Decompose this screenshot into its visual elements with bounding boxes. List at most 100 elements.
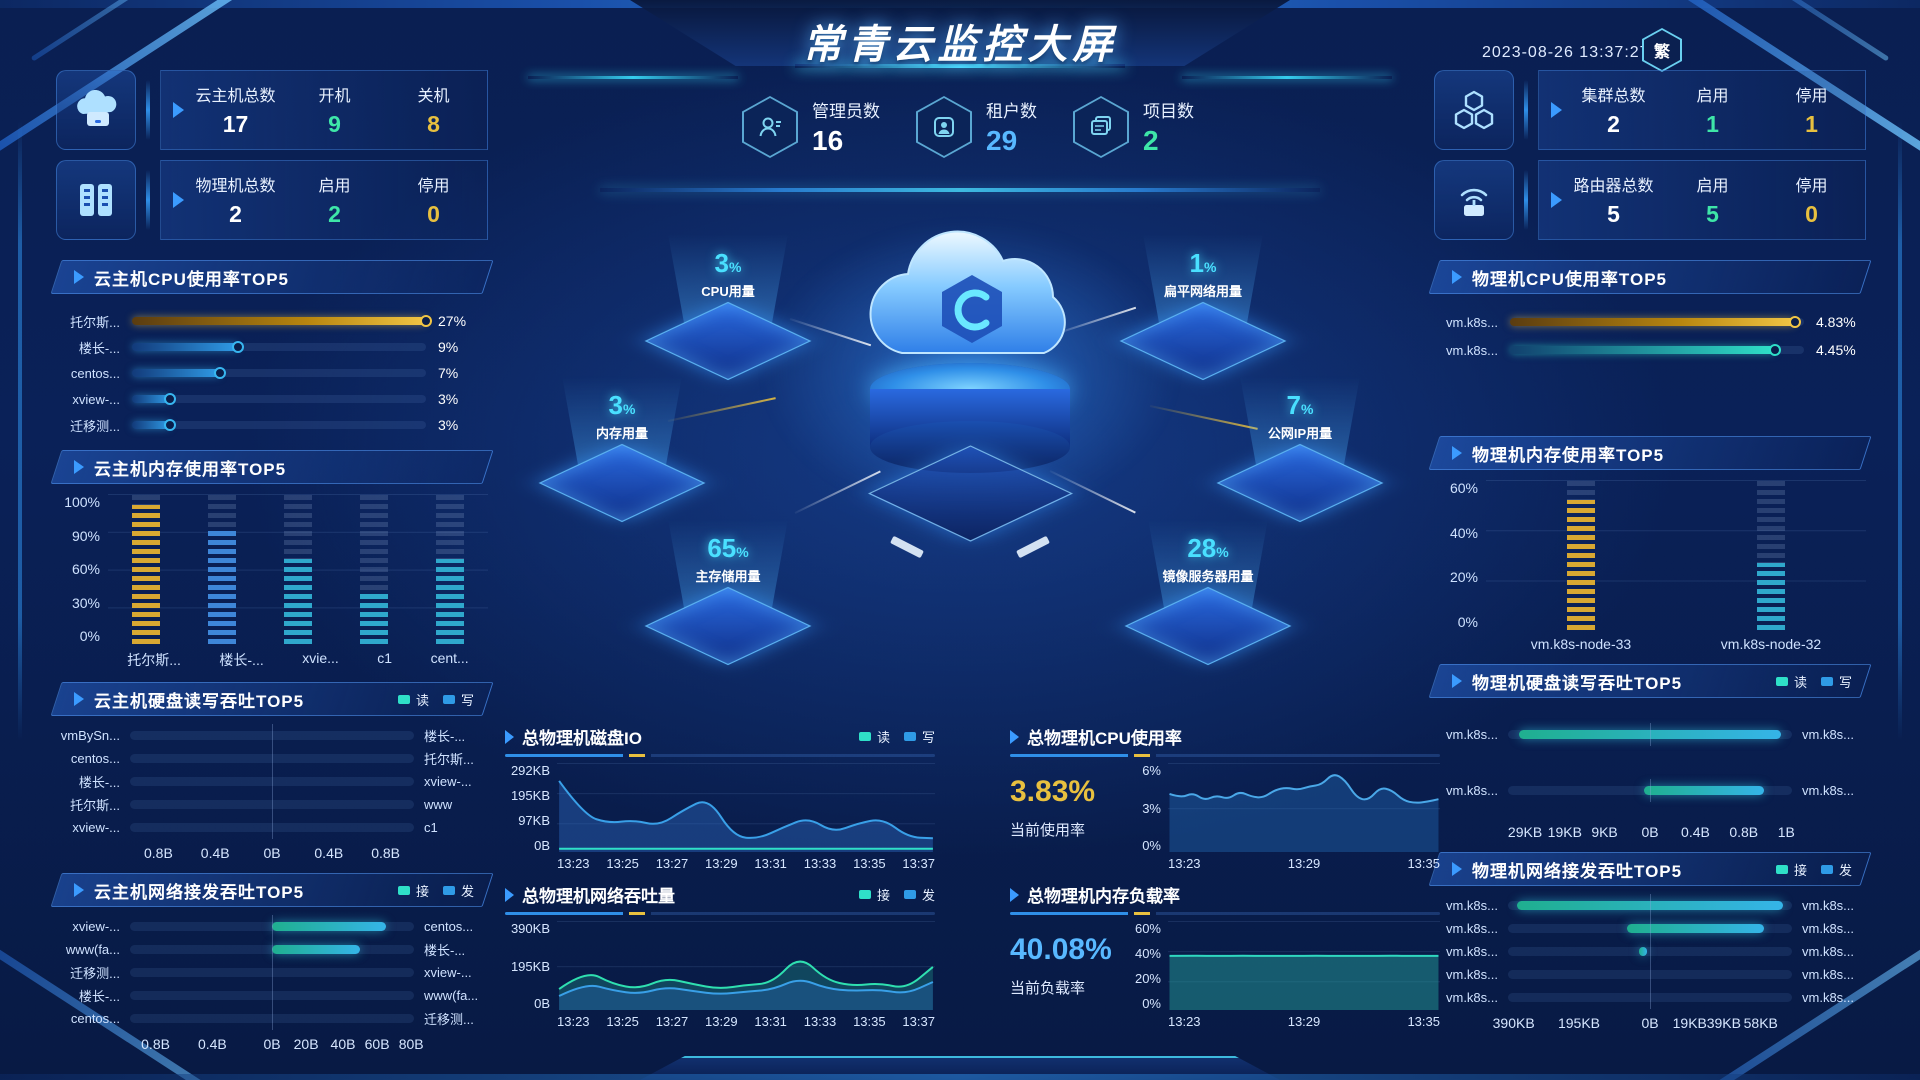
legend-write: 写: [442, 690, 474, 709]
bar-value: 3%: [438, 417, 459, 433]
bar: [360, 494, 388, 644]
card-divider: [146, 170, 150, 230]
x-tick: xvie...: [302, 650, 339, 666]
language-toggle-button[interactable]: 繁: [1642, 28, 1682, 72]
language-toggle-label: 繁: [1644, 30, 1680, 70]
network-line-chart: [557, 921, 935, 1011]
legend-send: 发: [1820, 860, 1852, 879]
bar-fill: [132, 504, 160, 644]
x-tick: 13:37: [902, 856, 935, 871]
bar-value: 7%: [438, 365, 459, 381]
x-tick: 13:23: [557, 856, 590, 871]
bar-track: [132, 317, 426, 325]
panel-header: 物理机硬盘读写吞吐TOP5 读 写: [1434, 664, 1866, 698]
center-stats-underline: [600, 188, 1320, 192]
x-tick: 0.8B: [1729, 824, 1759, 840]
left-label: 托尔斯...: [70, 798, 120, 813]
plot-area: [1486, 480, 1866, 630]
cloud-cpu-rows: 托尔斯... 27% 楼长-... 9% centos... 7% xview-...…: [56, 294, 488, 438]
chevron-right-icon: [74, 692, 84, 706]
panel-title: 总物理机内存负载率: [1027, 887, 1180, 906]
legend-read-label: 读: [1793, 674, 1807, 690]
panel-header: 物理机网络接发吞吐TOP5 接 发: [1434, 852, 1866, 886]
legend-read-label: 读: [415, 692, 429, 708]
bar-fill: [1757, 562, 1785, 630]
bar-row: vm.k8s... vm.k8s...: [1434, 894, 1866, 917]
legend-send-swatch: [1820, 864, 1833, 874]
legend-send: 发: [903, 885, 935, 904]
right-label: vm.k8s...: [1802, 944, 1855, 959]
stat-value: 16: [812, 125, 844, 156]
x-tick: 0.8B: [371, 845, 400, 861]
panel-total-cpu: 总物理机CPU使用率 3.83% 当前使用率 6% 3% 0% 13:23 13:…: [1010, 724, 1440, 872]
bar-fill: [272, 922, 386, 931]
right-label: vm.k8s...: [1802, 967, 1855, 982]
header-underline: [505, 912, 935, 915]
bars: [108, 494, 488, 644]
x-tick: 0.4B: [200, 845, 230, 861]
resource-value: 3%: [608, 390, 636, 420]
panel-cloud-net-top5: 云主机网络接发吞吐TOP5 接 发 xview-... centos... www…: [56, 873, 488, 1053]
memory-load-chart: [1168, 921, 1439, 1011]
x-tick: cent...: [430, 650, 469, 666]
bar-track: [1510, 318, 1804, 326]
bar-row: vmBySn... 楼长-...: [56, 724, 488, 747]
bar-track: [130, 915, 414, 938]
bar-row: xview-... 3%: [56, 386, 488, 412]
title-backdrop: [630, 0, 1290, 66]
x-tick: 0.8B: [143, 845, 173, 861]
x-tick: 13:23: [1168, 856, 1201, 871]
router-icon: [1434, 160, 1514, 240]
chart-body: 3.83% 当前使用率 6% 3% 0%: [1010, 763, 1440, 853]
x-tick: 13:27: [655, 1014, 689, 1029]
left-label: 迁移测...: [70, 966, 120, 981]
panel-phys-mem-top5: 物理机内存使用率TOP5 60% 40% 20% 0% vm.k8s-node-…: [1434, 436, 1866, 652]
phys-cpu-rows: vm.k8s... 4.83% vm.k8s... 4.45%: [1434, 294, 1866, 424]
y-tick: 0B: [534, 838, 550, 853]
cloud-hosts-card-body: 云主机总数 17 开机 9 关机 8: [160, 70, 488, 150]
bar-fill: [1567, 499, 1595, 630]
bar-value: 4.45%: [1816, 342, 1856, 358]
bar-value: 27%: [438, 313, 467, 329]
bar-row: xview-... c1: [56, 816, 488, 839]
x-tick: 1B: [1777, 824, 1795, 840]
panel-phys-disk-top5: 物理机硬盘读写吞吐TOP5 读 写 vm.k8s... vm.k8s... vm.…: [1434, 664, 1866, 841]
project-count: 项目数 2: [1073, 96, 1194, 158]
legend-write-swatch: [442, 694, 455, 704]
bars: [1486, 480, 1866, 630]
panel-title: 云主机内存使用率TOP5: [94, 459, 287, 479]
physical-host-icon: [56, 160, 136, 240]
chevron-right-icon: [74, 460, 84, 474]
y-tick: 97KB: [518, 813, 550, 828]
panel-header: 物理机CPU使用率TOP5: [1434, 260, 1866, 294]
left-label: xview-...: [72, 820, 120, 835]
bar-fill: [132, 421, 171, 429]
chart-body: 292KB 195KB 97KB 0B: [505, 763, 935, 853]
bar-fill: [1510, 346, 1775, 354]
routers-card-body: 路由器总数 5 启用 5 停用 0: [1538, 160, 1866, 240]
right-label: 楼长-...: [424, 943, 466, 958]
legend: 读 写: [858, 727, 935, 746]
y-tick: 3%: [1142, 800, 1161, 816]
right-label: vm.k8s...: [1802, 921, 1855, 936]
legend-read: 读: [1775, 672, 1807, 691]
bar-label: 迁移测...: [70, 418, 120, 434]
card-divider: [1524, 80, 1528, 140]
y-tick: 0%: [79, 628, 100, 644]
legend-recv: 接: [397, 881, 429, 900]
arrow-icon: [1551, 102, 1562, 118]
bar-track: [1508, 986, 1792, 1009]
bar: [132, 494, 160, 644]
x-axis: 13:23 13:25 13:27 13:29 13:31 13:33 13:35 13:37: [505, 1011, 935, 1029]
x-tick: 托尔斯...: [127, 652, 181, 668]
legend-write-label: 写: [460, 692, 474, 708]
x-tick: 0B: [1641, 1015, 1659, 1031]
y-tick: 60%: [1449, 480, 1478, 496]
legend-write-label: 写: [1838, 674, 1852, 690]
bar: [436, 494, 464, 644]
project-icon: [1073, 96, 1129, 158]
right-edge-glow: [1898, 119, 1902, 741]
y-tick: 0%: [1457, 613, 1478, 630]
right-label: vm.k8s...: [1802, 782, 1855, 798]
legend-recv-swatch: [397, 885, 410, 895]
